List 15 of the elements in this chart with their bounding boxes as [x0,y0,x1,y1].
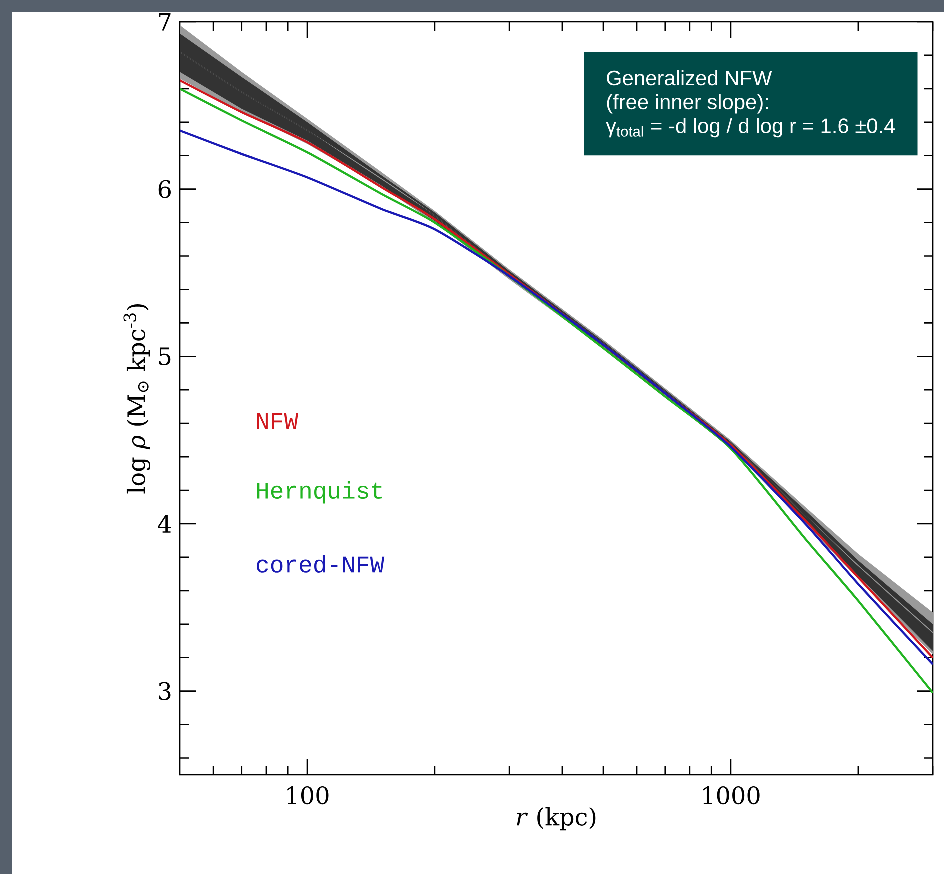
text: Hernquist [257,481,382,504]
annotation: γ$_{total}$ = -d log / d log r = 1.6 ±0.4 [606,118,896,138]
y-axis-title: log ρ (M$_{⊙}$ kpc$^{-3}$) [124,304,150,494]
text: NFW [257,413,299,429]
text: cored-NFW [257,555,385,573]
y-tick-label: 5 [159,348,171,366]
y-tick-label: 7 [159,13,171,31]
y-tick-label: 4 [158,515,172,533]
x-tick-label: 1000 [703,786,760,805]
x-tick-label: 100 [288,786,329,805]
y-tick-label: 6 [158,180,171,198]
x-axis-title: r (kpc) [517,807,596,831]
y-tick-label: 3 [159,682,171,700]
annotation: Generalized NFW [607,70,772,86]
annotation: (free inner slope): [607,94,768,114]
